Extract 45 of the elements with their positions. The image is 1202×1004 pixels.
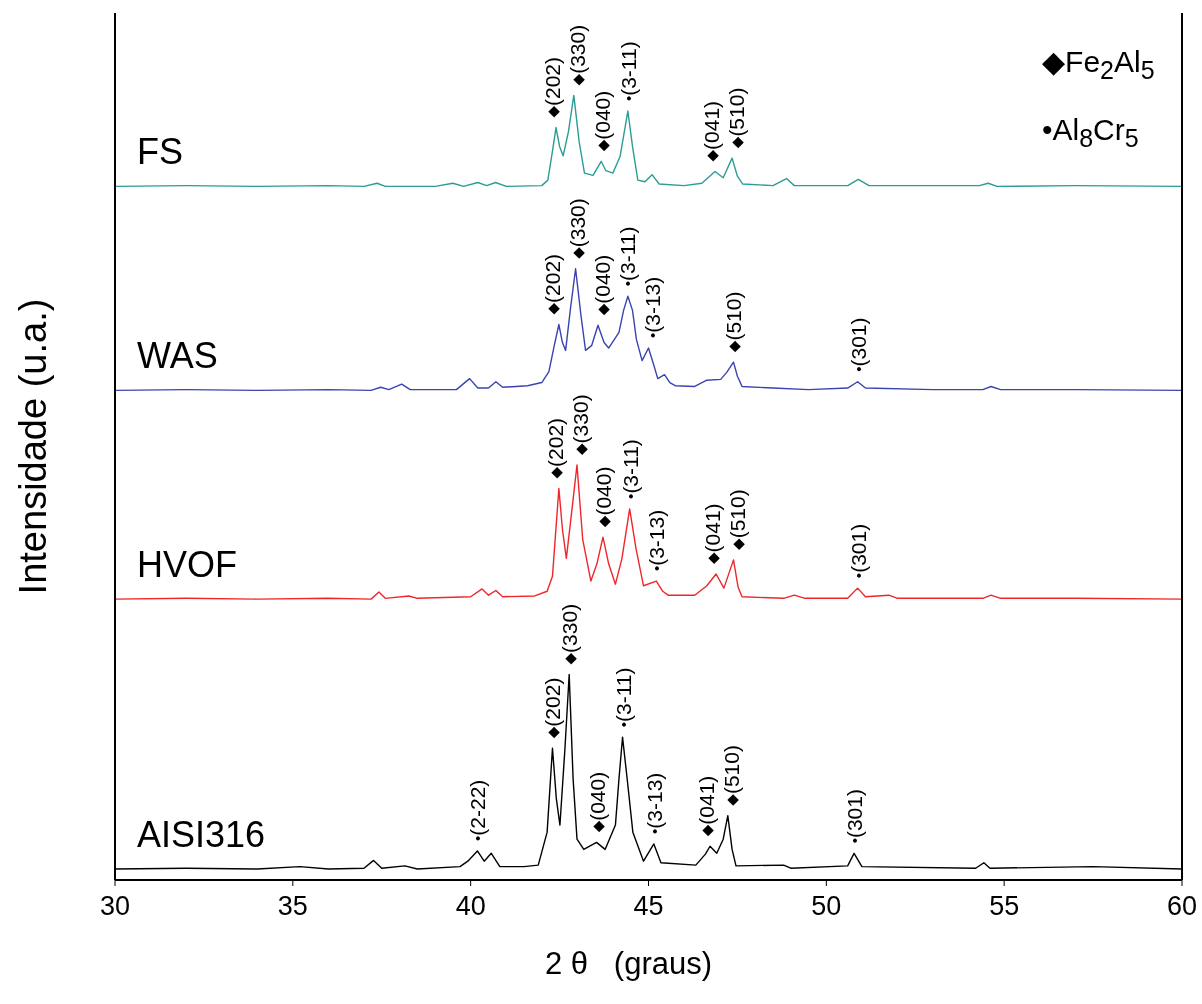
annotation: ◆(040) — [591, 466, 615, 528]
annotation: ◆(041) — [694, 775, 718, 837]
annotation: ◆(202) — [540, 56, 564, 118]
annotation: ◆(041) — [700, 503, 724, 564]
annotation: •(301) — [842, 789, 866, 844]
annotation: ◆(041) — [699, 100, 723, 162]
annotation: •(2-22) — [465, 779, 489, 841]
annotation: ◆(040) — [590, 90, 614, 152]
annotation: •(301) — [846, 523, 870, 579]
x-tick-label: 50 — [811, 891, 842, 922]
annotation: ◆(330) — [565, 24, 589, 86]
annotation: •(3-11) — [618, 439, 642, 499]
x-axis-title: 2 θ (graus) — [543, 945, 714, 983]
series-label: AISI316 — [137, 814, 266, 856]
annotation: •(301) — [846, 317, 870, 372]
text: ◆Fe$_{2}$Al$_{5}$ — [1042, 44, 1155, 86]
annotation: •(3-11) — [615, 226, 639, 287]
annotation: ◆(510) — [722, 291, 745, 353]
annotation: •(3-13) — [640, 276, 664, 339]
annotation: ◆(330) — [557, 603, 581, 665]
series-label: HVOF — [137, 544, 238, 586]
annotation: •Al$_{8}$Cr$_{5}$ — [1042, 112, 1140, 154]
annotation: ◆(040) — [590, 254, 614, 316]
annotation: •(3-13) — [642, 772, 666, 834]
x-tick-label: 55 — [989, 891, 1020, 922]
x-tick-label: 30 — [99, 891, 131, 922]
annotation: •(3-11) — [611, 667, 635, 728]
annotation: •(3-13) — [644, 509, 668, 572]
series-label: FS — [137, 131, 184, 173]
x-tick-label: 45 — [633, 891, 664, 922]
y-axis-title: Intensidade (u.a.) — [12, 298, 55, 595]
annotation: ◆(202) — [540, 677, 564, 739]
annotation: ◆(202) — [540, 253, 564, 315]
annotation: ◆(330) — [565, 198, 589, 259]
annotation: ◆(202) — [543, 417, 567, 479]
annotation: ◆(040) — [585, 771, 609, 833]
annotation: •(3-11) — [616, 41, 640, 102]
annotation: ◆(330) — [568, 394, 592, 455]
x-tick-label: 60 — [1166, 891, 1198, 922]
annotation: ◆(510) — [724, 87, 748, 149]
series-label: WAS — [137, 335, 218, 377]
x-tick-label: 40 — [455, 891, 486, 922]
annotation: ◆(510) — [719, 745, 743, 806]
x-tick-label: 35 — [277, 891, 308, 922]
annotation: ◆(510) — [725, 489, 749, 550]
